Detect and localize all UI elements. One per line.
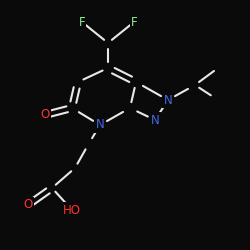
Text: N: N — [164, 94, 172, 106]
Text: N: N — [150, 114, 160, 126]
Text: O: O — [40, 108, 50, 122]
Text: HO: HO — [63, 204, 81, 216]
Text: F: F — [79, 16, 85, 28]
Text: N: N — [96, 118, 104, 132]
Text: F: F — [131, 16, 137, 28]
Text: O: O — [24, 198, 32, 211]
